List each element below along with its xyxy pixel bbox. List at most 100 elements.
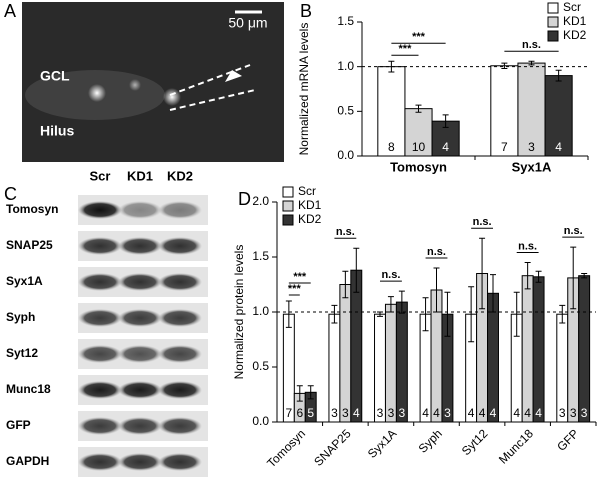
n-label: 4 [433,406,440,420]
error-bar [468,286,475,343]
error-bar [307,385,314,400]
panel-label: D [238,189,251,209]
error-bar [296,385,303,402]
axes [276,202,596,423]
error-bar [422,297,429,332]
band [158,201,202,219]
x-tick-label: GFP [554,426,581,453]
n-label: 4 [524,406,531,420]
significance-label: n.s. [427,246,446,258]
error-bar [581,273,588,279]
band [158,309,202,327]
error-bar [398,290,405,314]
bar [404,108,433,157]
y-tick-label: 0.5 [337,104,354,118]
n-label: 3 [331,406,338,420]
legend-swatch [282,186,294,198]
n-label: 8 [388,140,395,154]
error-bar [570,246,577,310]
arrow [225,70,242,82]
bar [517,62,546,157]
protein-label: SNAP25 [6,238,53,252]
legend-swatch [282,200,294,212]
cell [88,84,106,102]
x-tick-label: Tomosyn [390,159,447,174]
n-label: 4 [353,406,360,420]
error-bar [555,69,562,82]
error-bar [524,262,531,290]
n-label: 4 [535,406,542,420]
cell [163,88,181,106]
lane-label: KD2 [167,168,193,183]
legend-label: KD2 [563,28,587,42]
significance-label: *** [293,271,307,283]
protein-label: Syph [6,310,35,324]
x-tick-label: Munc18 [496,426,536,466]
n-label: 4 [442,140,449,154]
band [158,345,202,363]
band [78,417,122,435]
n-label: 4 [490,406,497,420]
legend-swatch [547,30,559,42]
y-tick-label: 1.5 [337,14,354,28]
panel-label: B [300,1,312,21]
y-tick-label: 2.0 [252,194,269,208]
panel-label: C [4,184,17,204]
significance-label: n.s. [473,216,492,228]
error-bar [444,291,451,337]
n-label: 3 [399,406,406,420]
band [118,453,162,471]
n-label: 5 [307,406,314,420]
y-tick-label: 1.0 [337,59,354,73]
y-tick-label: 0.0 [337,148,354,162]
bar [350,269,363,423]
bar [395,301,408,423]
n-label: 3 [444,406,451,420]
significance-label: *** [288,283,302,295]
band [118,201,162,219]
n-label: 3 [388,406,395,420]
n-label: 10 [412,140,426,154]
x-tick-label: Tomosyn [264,426,308,470]
protein-label: Syx1A [6,274,43,288]
significance-label: n.s. [522,39,541,51]
legend-label: KD2 [298,212,322,226]
n-label: 4 [513,406,520,420]
band [158,237,202,255]
band [78,309,122,327]
band [118,273,162,291]
n-label: 7 [286,406,293,420]
bar [490,65,519,157]
band [158,273,202,291]
band [158,453,202,471]
bar [487,292,499,423]
error-bar [535,270,542,283]
bar [578,275,591,423]
band [78,201,122,219]
legend-label: KD1 [298,198,322,212]
n-label: 4 [555,140,562,154]
error-bar [353,247,360,293]
error-bar [388,60,395,73]
legend-label: Scr [563,0,581,14]
n-label: 3 [342,406,349,420]
bar [521,275,534,423]
y-axis-label: Normalized mRNA levels [297,23,311,156]
region-label: Hilus [40,123,74,139]
y-tick-label: 1.0 [252,304,269,318]
band [118,417,162,435]
x-tick-label: Syph [416,426,445,455]
y-tick-label: 0.5 [252,359,269,373]
legend-swatch [547,16,559,28]
error-bar [528,60,535,66]
band [158,381,202,399]
cell [129,79,141,91]
band [118,345,162,363]
error-bar [415,104,422,113]
n-label: 3 [528,140,535,154]
error-bar [501,62,508,69]
bar [532,276,545,423]
protein-label: Syt12 [6,346,38,360]
bar [339,284,352,423]
